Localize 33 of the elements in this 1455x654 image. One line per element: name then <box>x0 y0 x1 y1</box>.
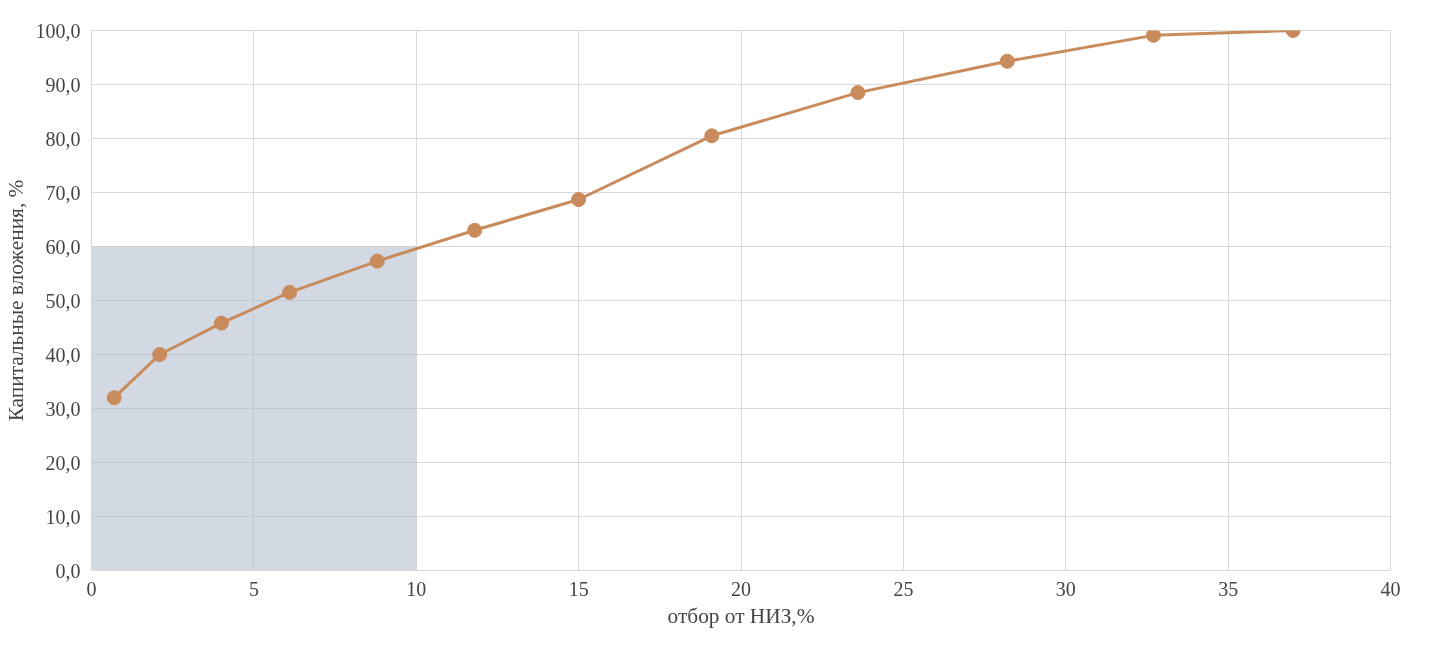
y-tick-label: 70,0 <box>45 181 81 204</box>
y-axis-title: Капитальные вложения, % <box>3 179 28 422</box>
point <box>1145 30 1161 43</box>
x-tick-label: 25 <box>893 577 914 600</box>
y-tick-label: 30,0 <box>45 397 81 420</box>
x-tick-label: 20 <box>731 577 751 600</box>
x-tick-label: 5 <box>248 577 259 600</box>
point <box>467 222 483 238</box>
y-tick-label: 20,0 <box>45 451 81 474</box>
y-tick-label: 80,0 <box>45 127 81 150</box>
point <box>106 390 122 406</box>
point <box>369 253 385 269</box>
x-tick-label: 35 <box>1218 577 1239 600</box>
point <box>213 315 229 331</box>
point <box>999 53 1015 69</box>
x-tick-label: 15 <box>568 577 589 600</box>
point <box>282 284 298 300</box>
y-tick-label: 100,0 <box>35 19 81 42</box>
y-tick-label: 60,0 <box>45 235 81 258</box>
y-tick-label: 0,0 <box>55 559 81 582</box>
point <box>850 85 866 101</box>
x-tick-label: 40 <box>1380 577 1401 600</box>
point <box>571 192 587 208</box>
x-tick-label: 10 <box>406 577 427 600</box>
y-tick-label: 40,0 <box>45 343 81 366</box>
y-tick-label: 50,0 <box>45 289 81 312</box>
x-axis-title: отбор от НИЗ,% <box>667 603 815 628</box>
x-tick-label: 30 <box>1055 577 1076 600</box>
point <box>152 347 168 362</box>
y-tick-label: 10,0 <box>45 505 81 528</box>
point <box>704 128 720 144</box>
x-tick-label: 0 <box>86 577 97 600</box>
y-tick-label: 90,0 <box>45 73 81 96</box>
